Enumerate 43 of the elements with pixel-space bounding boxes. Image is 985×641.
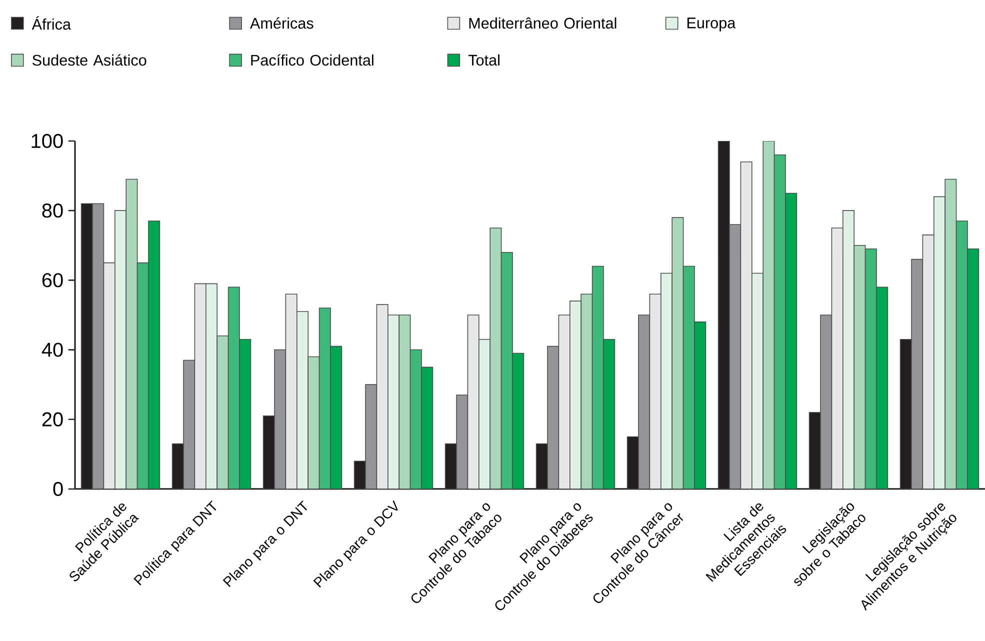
y-tick-label: 0 [53,482,63,496]
bar [318,308,331,489]
y-tick-label: 60 [42,273,63,288]
bar [274,349,286,489]
bar [228,286,240,489]
bar [490,228,502,489]
bar [398,314,411,489]
bar [944,178,957,489]
bar [729,224,742,489]
legend-label: Pacífico Ocidental [251,54,374,66]
y-tick-label: 80 [42,204,63,218]
bar [183,360,196,489]
bar [774,154,786,489]
bar [126,178,138,489]
bar [956,220,968,489]
bar [456,394,468,489]
legend-label: Sudeste Asiático [32,54,146,66]
bar [854,244,866,489]
bar [592,266,604,489]
legend-label: Europa [687,18,736,32]
y-tick-label: 40 [42,342,63,357]
bar [500,252,513,489]
y-tick-label: 100 [32,134,63,148]
y-tick-label: 20 [42,412,63,426]
bar [638,314,650,489]
bar [672,217,684,489]
bar [864,248,877,489]
bar [92,203,104,489]
legend-label: África [32,16,72,30]
bar [547,346,560,489]
bar [136,262,149,489]
legend-label: Américas [250,17,314,29]
bar [365,384,378,489]
bar [580,294,593,489]
legend-label: Mediterrâneo Oriental [469,17,616,29]
bar [911,258,924,489]
bar [820,314,832,489]
legend-label: Total [468,54,500,66]
bar [682,266,695,489]
bar [410,349,422,489]
bar [762,140,775,489]
bar [216,335,229,489]
bar [308,356,320,489]
